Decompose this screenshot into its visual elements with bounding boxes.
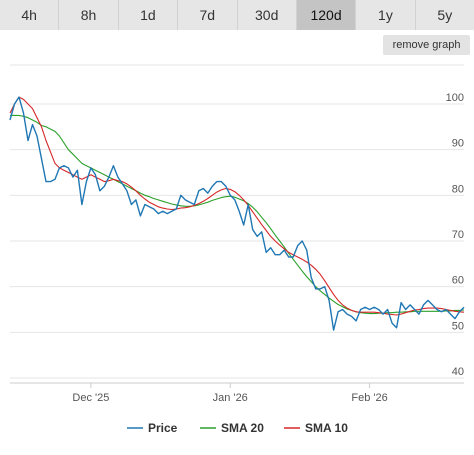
remove-graph-button[interactable]: remove graph — [383, 35, 470, 55]
chart-legend: Price SMA 20 SMA 10 — [127, 421, 348, 435]
legend-label[interactable]: SMA 10 — [305, 421, 348, 435]
tab-30d[interactable]: 30d — [237, 0, 297, 30]
x-tick-label: Jan '26 — [213, 392, 248, 404]
y-tick-label: 90 — [452, 138, 464, 150]
tab-1y[interactable]: 1y — [356, 0, 416, 30]
y-tick-label: 40 — [452, 366, 464, 378]
y-tick-label: 60 — [452, 275, 464, 287]
y-tick-label: 50 — [452, 320, 464, 332]
tab-4h[interactable]: 4h — [0, 0, 60, 30]
series-line-sma-20 — [10, 114, 465, 315]
y-axis-labels: 40 50 60 70 80 90 100 — [446, 92, 464, 378]
x-tick-label: Dec '25 — [72, 392, 109, 404]
x-tick-label: Feb '26 — [351, 392, 387, 404]
tab-1d[interactable]: 1d — [118, 0, 179, 30]
tab-8h[interactable]: 8h — [59, 0, 119, 30]
tab-120d[interactable]: 120d — [296, 0, 357, 30]
chart-series — [9, 96, 465, 331]
series-line-sma-10 — [9, 96, 465, 316]
tab-7d[interactable]: 7d — [178, 0, 238, 30]
legend-label[interactable]: SMA 20 — [221, 421, 264, 435]
timeframe-tabs: 4h 8h 1d 7d 30d 120d 1y 5y — [0, 0, 474, 30]
series-line-price — [9, 96, 465, 331]
legend-label[interactable]: Price — [148, 421, 178, 435]
tab-5y[interactable]: 5y — [415, 0, 474, 30]
y-tick-label: 100 — [446, 92, 464, 104]
chart-gridlines — [10, 64, 464, 384]
y-tick-label: 80 — [452, 183, 464, 195]
y-tick-label: 70 — [452, 229, 464, 241]
